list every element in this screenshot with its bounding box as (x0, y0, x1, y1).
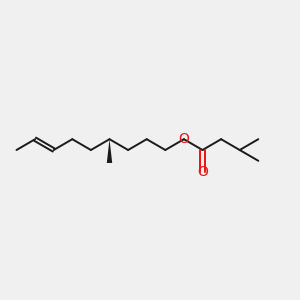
Text: O: O (178, 132, 189, 146)
Polygon shape (107, 139, 112, 163)
Text: O: O (197, 165, 208, 178)
